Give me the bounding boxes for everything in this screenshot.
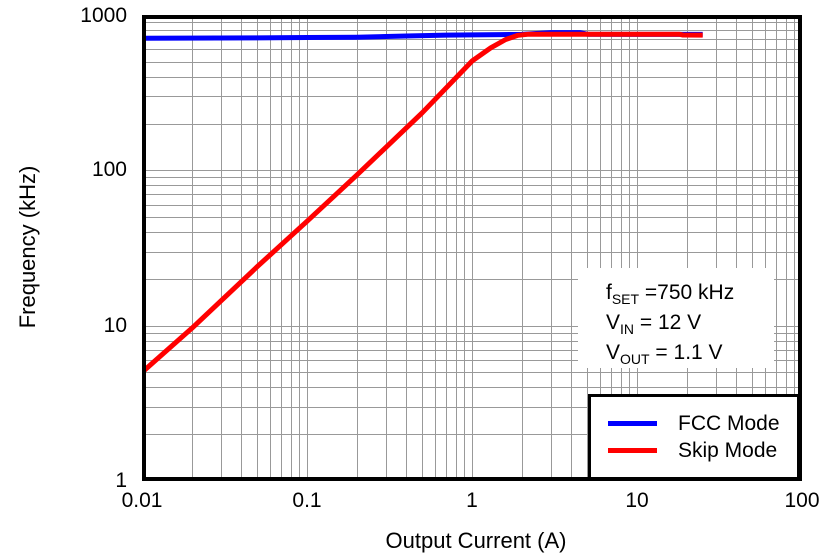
y-tick-label: 10 [103, 314, 127, 337]
x-tick-label: 100 [784, 489, 820, 512]
conditions-annotation: fSET =750 kHz VIN = 12 V VOUT = 1.1 V [578, 268, 774, 368]
skip-mode-line-swatch [608, 448, 657, 453]
y-tick-label: 1000 [80, 4, 127, 27]
y-tick-label: 100 [91, 158, 127, 181]
skip-mode-line [142, 31, 703, 375]
fcc-mode-line-swatch [608, 421, 657, 426]
x-tick-label: 0.1 [292, 489, 322, 512]
legend-label: FCC Mode [678, 412, 780, 435]
x-axis-title: Output Current (A) [385, 528, 567, 553]
y-tick-label: 1 [115, 469, 127, 492]
annotation-vout: VOUT = 1.1 V [606, 341, 723, 368]
x-tick-label: 0.01 [121, 489, 163, 512]
x-tick-label: 10 [625, 489, 649, 512]
legend-item-fcc-mode: FCC Mode [608, 410, 797, 437]
legend-item-skip-mode: Skip Mode [608, 437, 797, 464]
y-axis-title: Frequency (kHz) [15, 165, 40, 329]
legend: FCC Mode Skip Mode [588, 394, 800, 480]
legend-label: Skip Mode [678, 439, 778, 462]
plot-border [142, 15, 802, 481]
annotation-vin: VIN = 12 V [606, 311, 702, 338]
annotation-fset: fSET =750 kHz [606, 281, 735, 308]
x-tick-label: 1 [466, 489, 478, 512]
